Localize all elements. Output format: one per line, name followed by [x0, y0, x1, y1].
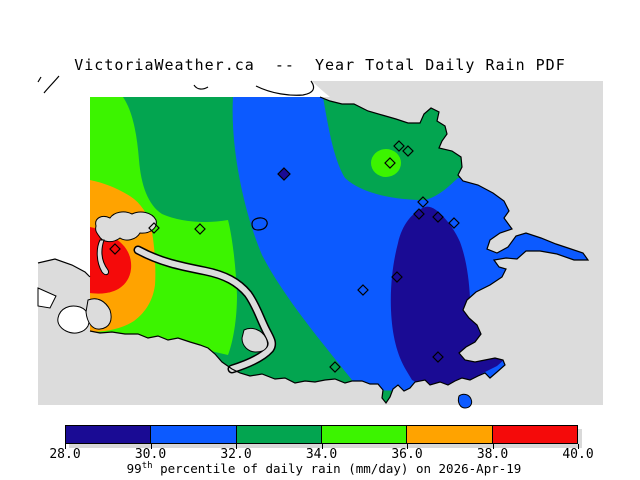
colorbar-segment: [320, 426, 407, 443]
caption-number: 99: [126, 461, 142, 477]
colorbar-segment: [406, 426, 492, 443]
station-markers: [109, 140, 460, 373]
colorbar-tick-label: 36.0: [391, 447, 423, 462]
station-marker: [393, 140, 405, 152]
station-marker: [417, 196, 429, 208]
contour-ring: [251, 217, 268, 231]
west-shore: [37, 258, 112, 334]
colorbar-segment: [150, 426, 236, 443]
colorbar-tick: [578, 444, 579, 449]
colorbar-tick: [150, 444, 152, 449]
colorbar-tick: [65, 444, 66, 449]
coastline: [89, 96, 590, 405]
colorbar-caption: 99th percentile of daily rain (mm/day) o…: [0, 461, 640, 476]
colorbar-tick-label: 30.0: [134, 447, 167, 462]
colorbar-tick-label: 32.0: [220, 447, 252, 462]
colorbar-tick-label: 38.0: [476, 447, 509, 462]
station-marker: [148, 222, 160, 234]
colorbar-tick-label: 34.0: [305, 447, 338, 462]
islands: [457, 393, 473, 409]
station-marker: [109, 243, 121, 255]
colorbar-segment: [491, 426, 577, 443]
caption-text: percentile of daily rain (mm/day) on 202…: [152, 461, 522, 477]
harbour-inlets: [95, 211, 277, 374]
station-marker-filled: [277, 167, 291, 181]
station-marker: [329, 361, 341, 373]
colorbar-tick-label: 28.0: [49, 447, 81, 462]
station-marker: [402, 145, 414, 157]
colorbar-tick-label: 40.0: [562, 447, 594, 462]
caption-superscript: th: [141, 461, 153, 471]
colorbar-tick: [407, 444, 408, 449]
station-marker: [357, 284, 369, 296]
colorbar-segment: [66, 426, 151, 443]
colorbar-tick: [236, 444, 237, 449]
station-marker: [432, 211, 444, 223]
coast-fragments: [37, 75, 315, 96]
colorbar-tick: [321, 444, 323, 449]
station-marker: [391, 271, 403, 283]
pocket-34-36: [371, 149, 401, 177]
station-marker: [448, 217, 460, 229]
chart-title: VictoriaWeather.ca -- Year Total Daily R…: [74, 56, 566, 74]
station-marker: [432, 351, 444, 363]
station-marker: [413, 208, 425, 220]
colorbar-tick: [492, 444, 494, 449]
colorbar: [65, 425, 578, 444]
station-marker: [194, 223, 206, 235]
station-marker: [384, 157, 396, 169]
colorbar-segment: [235, 426, 321, 443]
